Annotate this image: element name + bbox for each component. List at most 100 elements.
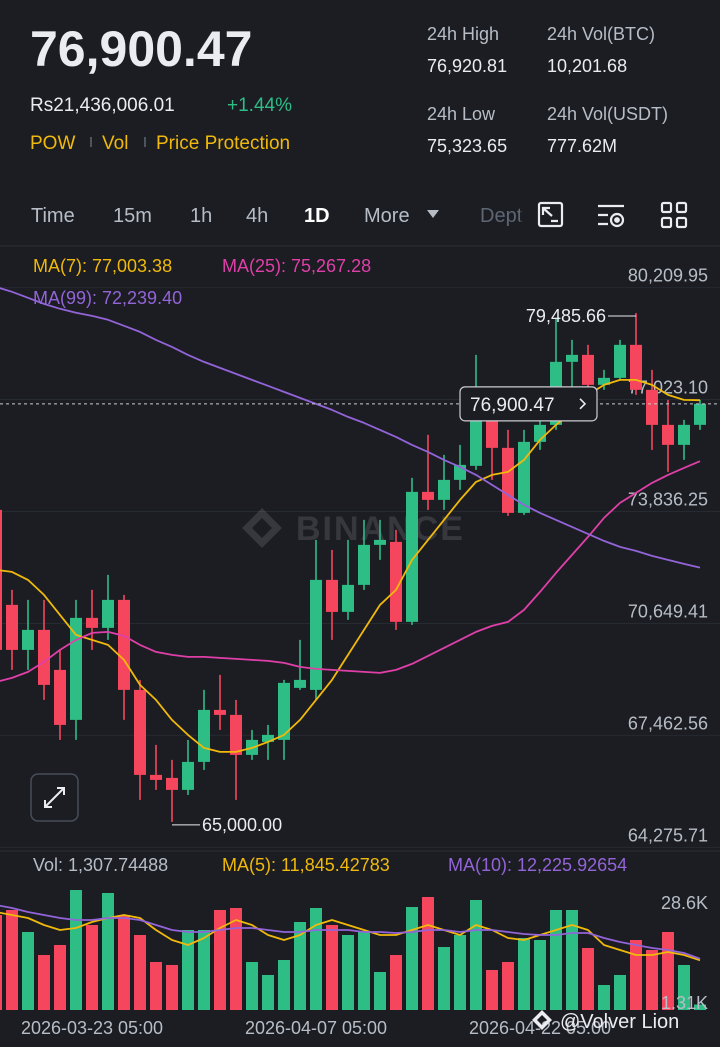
ma-legend: MA(25): 75,267.28 xyxy=(222,256,371,276)
volume-ma-legend: MA(5): 11,845.42783 xyxy=(222,855,390,875)
depth-icon[interactable] xyxy=(537,201,564,228)
last-price-tag[interactable]: 76,900.47 xyxy=(459,386,598,422)
tab[interactable]: 1h xyxy=(190,205,212,227)
volume-bar xyxy=(326,925,338,1010)
min-label: 65,000.00 xyxy=(202,815,282,835)
volume-bar xyxy=(86,925,98,1010)
volume-bar xyxy=(550,910,562,1010)
candle-body xyxy=(566,354,578,362)
stat-value: 75,323.65 xyxy=(427,136,507,156)
tag[interactable]: Vol xyxy=(102,133,128,154)
candle-body xyxy=(342,584,354,612)
volume-bar xyxy=(198,930,210,1010)
candle-body xyxy=(502,447,514,513)
candle-body xyxy=(358,544,370,585)
volume-bar xyxy=(262,974,274,1010)
y-tick-label: 80,209.95 xyxy=(628,266,708,286)
ma-line xyxy=(0,287,701,569)
volume-bar xyxy=(22,932,34,1010)
candle-body xyxy=(182,761,194,790)
volume-bar xyxy=(342,935,354,1010)
y-tick-label: 67,462.56 xyxy=(628,713,708,733)
volume-bar xyxy=(294,922,306,1010)
tab[interactable]: 15m xyxy=(113,205,152,227)
candle-body xyxy=(694,403,706,425)
candle-body xyxy=(54,669,66,725)
price-chart: BINANCE80,209.9577,023.1073,836.2570,649… xyxy=(0,256,720,1038)
volume-bar xyxy=(358,932,370,1010)
y-tick-label: 73,836.25 xyxy=(628,489,708,509)
candle-body xyxy=(310,579,322,690)
volume-title: Vol: 1,307.74488 xyxy=(33,855,168,875)
candle-body xyxy=(582,354,594,385)
volume-bar xyxy=(454,935,466,1010)
tab-active[interactable]: 1D xyxy=(304,205,330,227)
ma-legend: MA(7): 77,003.38 xyxy=(33,256,172,276)
volume-bar xyxy=(118,915,130,1010)
volume-bar xyxy=(694,1004,706,1010)
tab[interactable]: More xyxy=(364,205,410,227)
volume-bar xyxy=(102,893,114,1010)
stat-label: 24h Low xyxy=(427,104,496,124)
candle-body xyxy=(134,689,146,775)
credit-text: @Volver Lion xyxy=(560,1011,679,1033)
volume-bar xyxy=(54,945,66,1010)
candle-body xyxy=(614,344,626,378)
candle-body xyxy=(86,617,98,628)
volume-bar xyxy=(582,947,594,1010)
y-tick-label: 64,275.71 xyxy=(628,825,708,845)
volume-bar xyxy=(630,940,642,1010)
volume-bar xyxy=(438,947,450,1010)
candle-body xyxy=(118,599,130,690)
volume-bar xyxy=(470,900,482,1010)
tab[interactable]: Dept xyxy=(480,205,523,227)
layout-icon[interactable] xyxy=(660,201,688,229)
candle-body xyxy=(38,629,50,685)
tag[interactable]: Price Protection xyxy=(156,133,290,154)
candle-body xyxy=(262,734,274,742)
volume-ma-line xyxy=(0,911,701,962)
candle-body xyxy=(198,709,210,762)
price-change: +1.44% xyxy=(227,95,292,116)
candle-body xyxy=(166,777,178,790)
stat-value: 10,201.68 xyxy=(547,56,627,76)
volume-bar xyxy=(310,908,322,1010)
tab[interactable]: Time xyxy=(31,205,75,227)
volume-bar xyxy=(38,955,50,1010)
candle-body xyxy=(662,424,674,445)
candle-body xyxy=(214,709,226,715)
volume-tick-label: 1.31K xyxy=(661,993,708,1013)
candle-body xyxy=(646,389,658,425)
volume-bar xyxy=(374,971,386,1010)
candle-body xyxy=(422,491,434,500)
volume-bar xyxy=(150,962,162,1010)
volume-tick-label: 28.6K xyxy=(661,893,708,913)
volume-bar xyxy=(678,965,690,1010)
volume-bar xyxy=(6,910,18,1010)
volume-bar xyxy=(566,910,578,1010)
stat-label: 24h Vol(USDT) xyxy=(547,104,668,124)
y-tick-label: 70,649.41 xyxy=(628,601,708,621)
volume-ma-line xyxy=(0,904,701,960)
expand-button[interactable] xyxy=(30,773,79,822)
candle-body xyxy=(406,491,418,622)
volume-bar xyxy=(614,974,626,1010)
volume-bar xyxy=(182,930,194,1010)
volume-bar xyxy=(134,935,146,1010)
volume-bar xyxy=(70,890,82,1010)
candle-body xyxy=(678,424,690,445)
indicator-icon[interactable] xyxy=(598,204,625,228)
candle-body xyxy=(102,599,114,628)
fiat-price: Rs21,436,006.01 xyxy=(30,95,175,116)
tab[interactable]: 4h xyxy=(246,205,268,227)
volume-bar xyxy=(534,940,546,1010)
volume-bar xyxy=(502,962,514,1010)
volume-bar xyxy=(662,932,674,1010)
volume-bar xyxy=(598,985,610,1010)
tag[interactable]: POW xyxy=(30,133,75,154)
ma-line xyxy=(0,460,701,682)
x-tick-label: 2026-04-07 05:00 xyxy=(245,1018,387,1038)
volume-bar xyxy=(486,970,498,1010)
tag-chevron xyxy=(579,398,587,410)
